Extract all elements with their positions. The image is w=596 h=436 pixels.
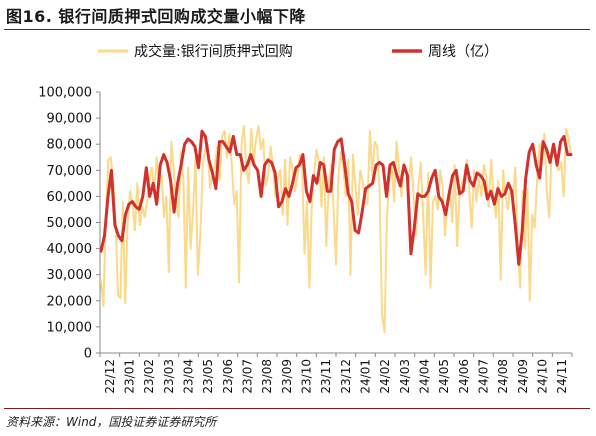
x-tick-label: 22/12 [103,359,117,394]
y-tick-label: 100,000 [38,86,92,101]
y-tick-label: 90,000 [47,112,93,127]
x-tick-label: 23/10 [300,359,314,394]
x-tick-label: 24/06 [457,359,471,394]
x-tick-label: 23/02 [142,359,156,394]
title-divider [4,29,590,30]
x-tick-label: 23/09 [280,359,294,394]
chart-title: 图16. 银行间质押式回购成交量小幅下降 [6,7,306,26]
x-tick-label: 24/09 [516,359,530,394]
x-tick-label: 24/02 [378,359,392,394]
x-tick-label: 23/04 [182,359,196,394]
x-tick-label: 24/10 [536,359,550,394]
x-tick-label: 24/03 [398,359,412,394]
x-tick-label: 23/11 [319,359,333,394]
legend-label-weekly: 周线（亿） [428,44,498,60]
y-tick-label: 80,000 [47,138,93,153]
y-tick-label: 10,000 [47,320,93,335]
source-note: 资料来源：Wind，国投证券证券研究所 [6,415,217,429]
x-tick-label: 24/04 [418,359,432,394]
y-tick-label: 50,000 [47,216,93,231]
x-tick-label: 23/07 [241,359,255,394]
x-tick-label: 23/01 [123,359,137,394]
x-tick-label: 24/07 [477,359,491,394]
x-tick-label: 23/03 [162,359,176,394]
x-tick-label: 24/11 [555,359,569,394]
legend: 成交量:银行间质押式回购 周线（亿） [98,43,498,60]
x-tick-label: 23/06 [221,359,235,394]
x-tick-label: 23/05 [201,359,215,394]
legend-label-daily: 成交量:银行间质押式回购 [134,43,293,60]
y-tick-label: 40,000 [47,242,93,257]
y-tick-label: 70,000 [47,164,93,179]
x-tick-label: 24/08 [496,359,510,394]
series-line-daily-volume [100,124,572,334]
x-tick-label: 23/12 [339,359,353,394]
plot-area [99,124,573,334]
y-tick-label: 0 [84,347,92,362]
y-tick-label: 20,000 [47,294,93,309]
x-tick-label: 23/08 [260,359,274,394]
series-line-weekly [99,129,573,266]
source-divider [4,408,590,409]
y-tick-label: 30,000 [47,268,93,283]
x-tick-label: 24/01 [359,359,373,394]
x-axis: 22/12 23/01 23/02 23/03 23/04 23/05 23/06 23/07… [99,352,573,394]
x-tick-label: 24/05 [437,359,451,394]
y-axis: 0 10,000 20,000 30,000 40,000 50,000 60,000 70,… [38,86,101,362]
y-tick-label: 60,000 [47,190,93,205]
